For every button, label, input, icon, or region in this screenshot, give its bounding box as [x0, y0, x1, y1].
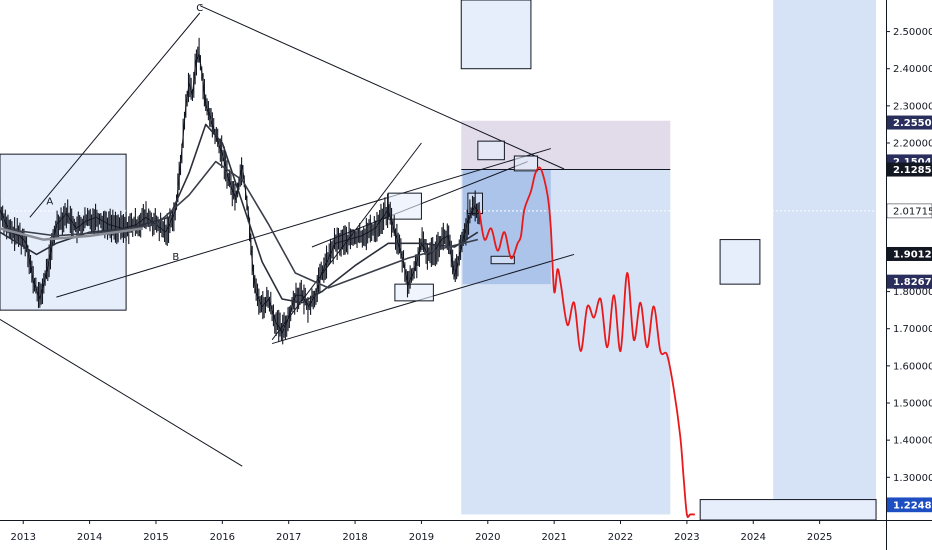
annotation-box-4: [394, 283, 434, 302]
trendline-0: [0, 319, 243, 467]
y-tick-label: 1.50000: [893, 399, 932, 410]
price-badge: [887, 274, 932, 289]
moving-average-1: [0, 123, 479, 304]
x-tick-label: 2022: [608, 532, 633, 543]
trendline-2: [56, 148, 551, 298]
price-series: [0, 52, 480, 334]
trendline-layer: [0, 5, 886, 467]
point-label-a: A: [46, 196, 53, 207]
y-tick-label: 2.40000: [893, 64, 932, 75]
projection-series: [478, 166, 695, 519]
y-tick-label: 1.30000: [893, 473, 932, 484]
annotation-box-3: [387, 192, 422, 220]
x-tick-label: 2020: [475, 532, 500, 543]
zone-rect-4: [773, 0, 877, 520]
axis-corner: [886, 520, 932, 550]
price-badge: [887, 162, 932, 177]
y-tick-label: 2.20000: [893, 139, 932, 150]
price-badge-label: 2.25509: [893, 118, 932, 129]
price-badge-label: 2.12859: [893, 165, 932, 176]
annotation-box-0: [477, 140, 505, 161]
annotation-box-5: [490, 255, 515, 265]
price-badge-label: 1.22485: [893, 501, 932, 512]
trendline-1: [29, 12, 201, 218]
x-tick-label: 2024: [741, 532, 766, 543]
price-badge: [886, 203, 932, 219]
time-axis-background: [0, 520, 886, 550]
price-badge: [887, 115, 932, 130]
price-badge: [887, 246, 932, 261]
point-label-b: B: [172, 252, 179, 263]
zone-rect-3: [462, 169, 551, 285]
point-label-layer: A B C: [46, 3, 203, 263]
series-layer: [0, 37, 695, 519]
y-tick-label: 1.80000: [893, 287, 932, 298]
annotation-box-1: [513, 155, 539, 172]
y-tick-label: 1.70000: [893, 324, 932, 335]
x-tick-label: 2015: [143, 532, 168, 543]
x-tick-label: 2017: [276, 532, 301, 543]
x-tick-label: 2016: [210, 532, 235, 543]
x-tick-label: 2023: [674, 532, 699, 543]
price-badge: [887, 498, 932, 513]
zone-rect-6: [719, 239, 761, 285]
y-tick-label: 2.50000: [893, 27, 932, 38]
x-tick-label: 2021: [541, 532, 566, 543]
x-tick-label: 2019: [409, 532, 434, 543]
x-tick-label: 2013: [11, 532, 36, 543]
zone-layer: [0, 0, 877, 521]
y-tick-label: 1.40000: [893, 436, 932, 447]
moving-average-2: [0, 160, 479, 289]
zone-rect-5: [460, 0, 532, 70]
zone-rect-7: [699, 499, 877, 521]
y-tick-label: 2.30000: [893, 101, 932, 112]
price-badge-label: 2.01715: [893, 206, 932, 217]
x-tick-label: 2014: [77, 532, 102, 543]
point-label-c: C: [196, 3, 203, 14]
x-tick-label: 2018: [342, 532, 367, 543]
x-tick-label: 2025: [807, 532, 832, 543]
moving-average-3: [0, 227, 143, 241]
y-tick-label: 1.60000: [893, 361, 932, 372]
